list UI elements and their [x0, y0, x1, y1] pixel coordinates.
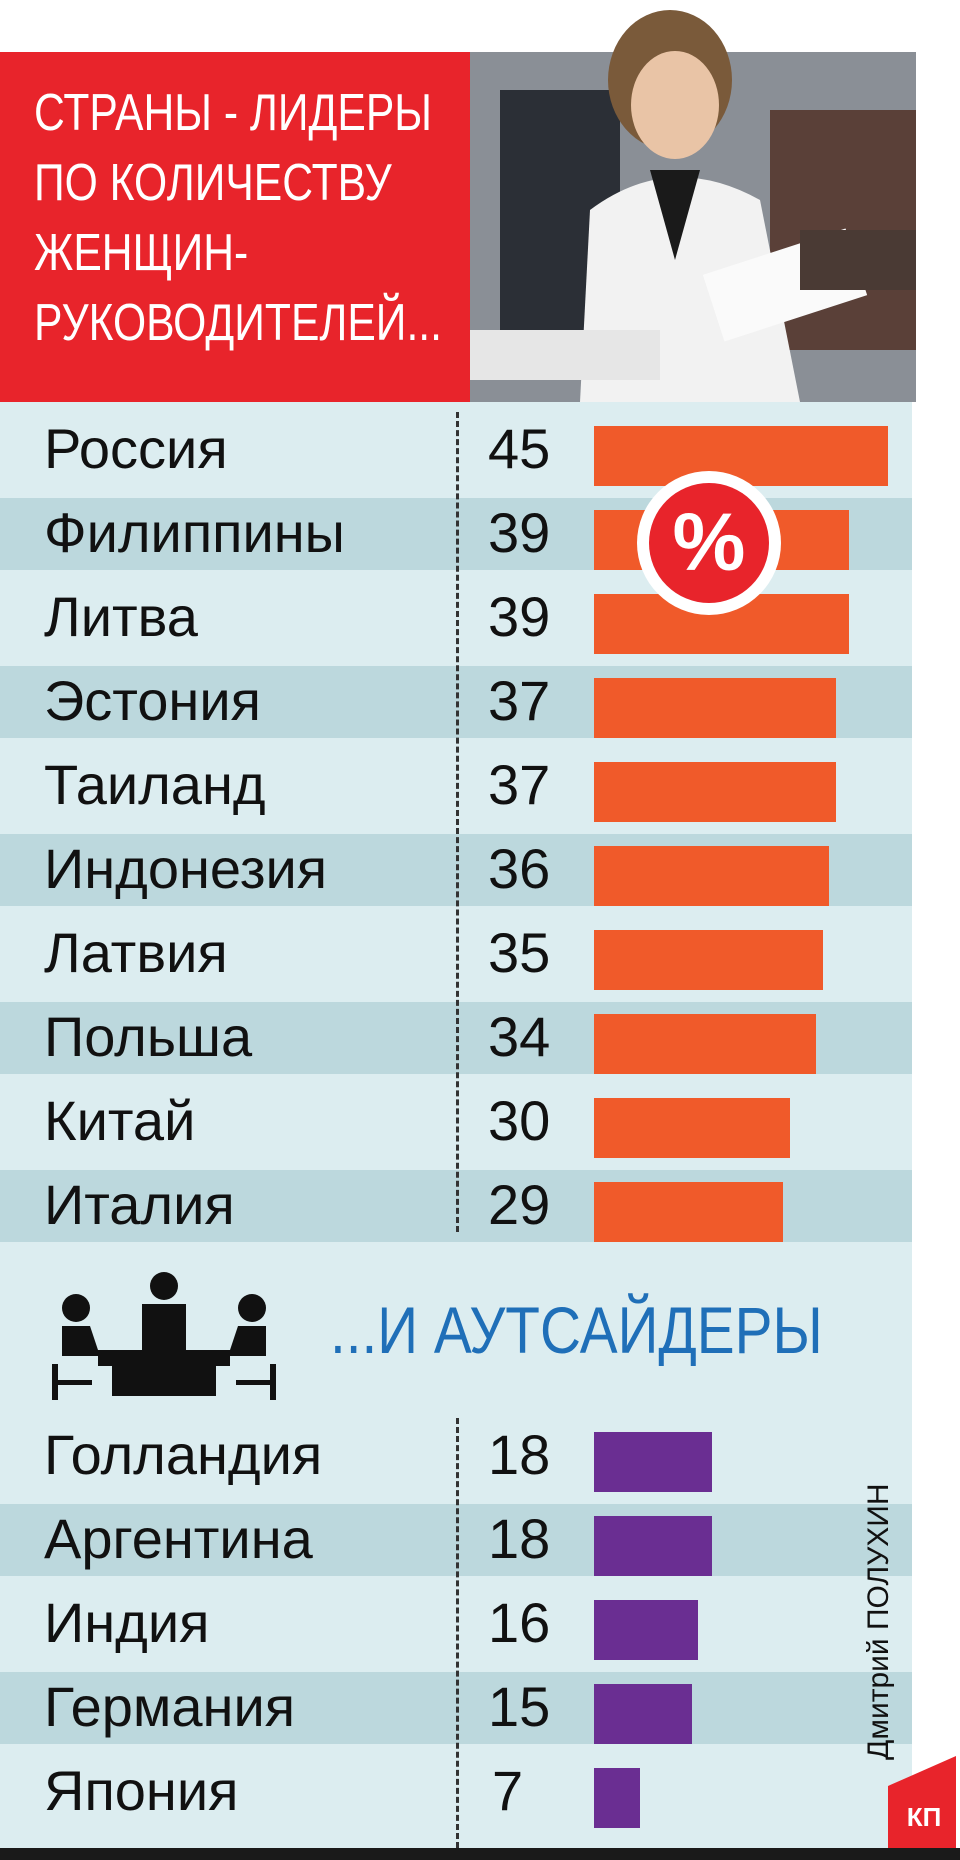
- outsiders-category-label: Германия: [44, 1675, 296, 1738]
- percent-badge-symbol: %: [673, 497, 746, 588]
- title-line-2: ПО КОЛИЧЕСТВУ: [34, 154, 392, 212]
- kp-logo: КП: [888, 1756, 956, 1848]
- leaders-bar: [594, 1098, 790, 1158]
- businesswoman-photo: [470, 10, 916, 402]
- leaders-value-label: 37: [488, 669, 551, 732]
- leaders-bar: [594, 678, 836, 738]
- bottom-rule: [0, 1848, 960, 1860]
- leaders-value-label: 35: [488, 921, 551, 984]
- meeting-people-icon: [52, 1272, 276, 1400]
- leaders-value-label: 30: [488, 1089, 551, 1152]
- leaders-divider: [456, 412, 459, 1232]
- outsiders-value-label: 7: [492, 1759, 524, 1822]
- outsiders-value-label: 16: [488, 1591, 551, 1654]
- leaders-value-label: 29: [488, 1173, 551, 1236]
- leaders-category-label: Индонезия: [44, 837, 328, 900]
- author-credit: Дмитрий ПОЛУХИН: [862, 1483, 895, 1760]
- leaders-bar: [594, 930, 823, 990]
- leaders-value-label: 39: [488, 501, 551, 564]
- outsiders-category-label: Индия: [44, 1591, 210, 1654]
- outsiders-bar: [594, 1684, 692, 1744]
- leaders-value-label: 45: [488, 417, 551, 480]
- leaders-category-label: Латвия: [44, 921, 228, 984]
- outsiders-category-label: Голландия: [44, 1423, 323, 1486]
- outsiders-value-label: 18: [488, 1423, 551, 1486]
- svg-text:КП: КП: [907, 1802, 942, 1832]
- leaders-bar: [594, 1014, 816, 1074]
- leaders-bar: [594, 426, 888, 486]
- outsiders-category-label: Япония: [44, 1759, 239, 1822]
- leaders-category-label: Эстония: [44, 669, 261, 732]
- leaders-category-label: Китай: [44, 1089, 196, 1152]
- leaders-bar: [594, 1182, 783, 1242]
- percent-badge-icon: %: [637, 471, 781, 615]
- leaders-bar: [594, 846, 829, 906]
- outsiders-category-label: Аргентина: [44, 1507, 313, 1570]
- title-line-3: ЖЕНЩИН-: [34, 224, 249, 282]
- outsiders-title: ...И АУТСАЙДЕРЫ: [330, 1293, 823, 1367]
- leaders-category-label: Таиланд: [44, 753, 266, 816]
- title-line-4: РУКОВОДИТЕЛЕЙ...: [34, 294, 443, 352]
- leaders-category-label: Литва: [44, 585, 198, 648]
- leaders-value-label: 37: [488, 753, 551, 816]
- leaders-category-label: Польша: [44, 1005, 253, 1068]
- leaders-value-label: 39: [488, 585, 551, 648]
- outsiders-value-label: 15: [488, 1675, 551, 1738]
- outsiders-value-label: 18: [488, 1507, 551, 1570]
- outsiders-bar: [594, 1432, 712, 1492]
- outsiders-bar: [594, 1768, 640, 1828]
- leaders-bar: [594, 762, 836, 822]
- leaders-value-label: 34: [488, 1005, 551, 1068]
- chart-title: СТРАНЫ - ЛИДЕРЫ ПО КОЛИЧЕСТВУ ЖЕНЩИН- РУ…: [34, 78, 443, 358]
- title-line-1: СТРАНЫ - ЛИДЕРЫ: [34, 84, 433, 142]
- leaders-category-label: Филиппины: [44, 501, 345, 564]
- outsiders-bar: [594, 1516, 712, 1576]
- outsiders-bar: [594, 1600, 698, 1660]
- leaders-category-label: Россия: [44, 417, 228, 480]
- outsiders-divider: [456, 1418, 459, 1848]
- leaders-category-label: Италия: [44, 1173, 235, 1236]
- leaders-value-label: 36: [488, 837, 551, 900]
